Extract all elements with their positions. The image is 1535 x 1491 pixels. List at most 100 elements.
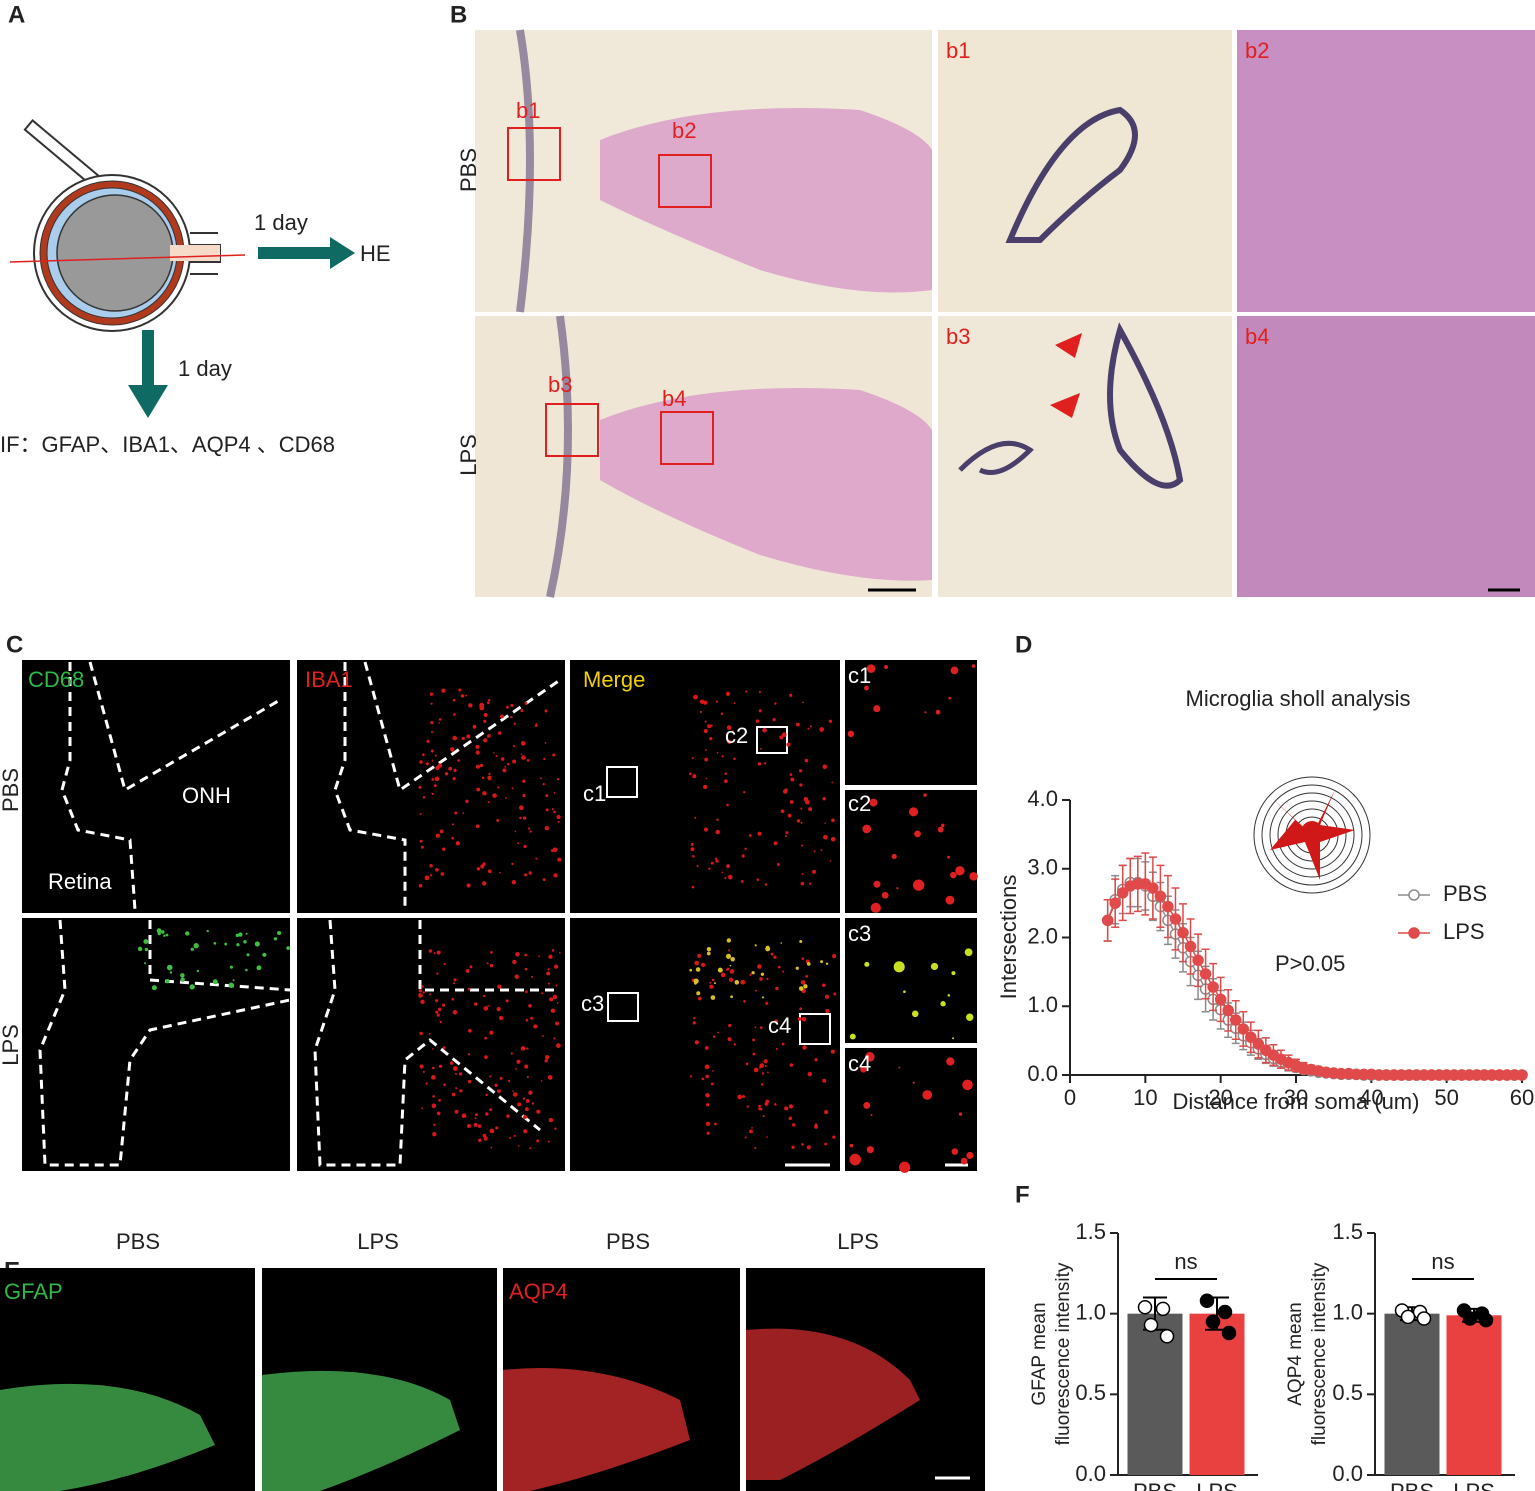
- speckle: [454, 1072, 457, 1075]
- speckle: [699, 710, 703, 714]
- point: [1101, 914, 1114, 927]
- speckle: [696, 865, 699, 868]
- speckle: [759, 1066, 761, 1069]
- speckle: [475, 750, 480, 755]
- speckle: [743, 999, 746, 1003]
- row-label: LPS: [0, 1024, 23, 1066]
- speckle: [429, 874, 433, 877]
- speckle: [935, 709, 941, 715]
- point: [1221, 1325, 1237, 1341]
- speckle: [726, 803, 729, 807]
- x-tick-label: 10: [1133, 1085, 1157, 1110]
- speckle: [724, 877, 727, 880]
- group-label: PBS: [606, 1229, 650, 1254]
- speckle: [436, 1013, 440, 1017]
- speckle: [751, 971, 755, 975]
- speckle: [515, 1068, 517, 1070]
- speckle: [555, 984, 558, 987]
- speckle: [870, 1114, 873, 1117]
- speckle: [193, 943, 199, 949]
- speckle: [466, 734, 471, 739]
- speckle: [705, 1093, 710, 1098]
- speckle: [438, 722, 440, 724]
- speckle: [734, 980, 740, 985]
- speckle: [937, 826, 944, 833]
- speckle: [712, 1070, 714, 1072]
- speckle: [923, 793, 927, 797]
- speckle: [704, 757, 709, 762]
- speckle: [864, 685, 869, 691]
- panel-label: C: [6, 631, 23, 658]
- speckle: [229, 965, 233, 969]
- speckle: [763, 762, 767, 765]
- speckle: [460, 694, 465, 698]
- speckle: [453, 978, 457, 982]
- speckle: [757, 762, 762, 766]
- speckle: [824, 994, 830, 999]
- speckle: [529, 830, 532, 833]
- speckle: [530, 1016, 534, 1020]
- point: [1169, 913, 1182, 925]
- speckle: [487, 776, 492, 781]
- speckle: [822, 797, 826, 801]
- speckle: [788, 1104, 794, 1109]
- speckle: [833, 992, 837, 996]
- speckle: [730, 957, 735, 962]
- speckle: [733, 702, 736, 705]
- point: [1177, 926, 1189, 939]
- speckle: [512, 1092, 518, 1097]
- speckle: [422, 753, 425, 757]
- speckle: [800, 807, 803, 810]
- speckle: [801, 957, 805, 960]
- speckle: [490, 950, 493, 954]
- speckle: [726, 864, 731, 868]
- y-tick-label: 1.5: [1332, 1219, 1363, 1244]
- speckle: [524, 873, 528, 877]
- speckle: [435, 1010, 439, 1014]
- speckle: [804, 758, 809, 763]
- box-label: b4: [662, 386, 686, 411]
- speckle: [705, 777, 708, 780]
- speckle: [536, 1109, 541, 1114]
- speckle: [947, 994, 951, 997]
- speckle: [893, 961, 905, 973]
- speckle: [805, 975, 809, 978]
- speckle: [474, 1117, 477, 1120]
- speckle: [730, 995, 733, 999]
- speckle: [754, 1026, 757, 1029]
- speckle: [700, 962, 706, 968]
- speckle: [955, 866, 965, 876]
- speckle: [789, 800, 794, 804]
- speckle: [461, 1113, 467, 1119]
- panel-label: F: [1015, 1181, 1030, 1208]
- speckle: [421, 985, 424, 988]
- speckle: [729, 964, 732, 967]
- speckle: [772, 718, 776, 722]
- speckle: [770, 952, 774, 956]
- speckle: [524, 967, 528, 971]
- speckle: [749, 1129, 753, 1134]
- speckle: [489, 1075, 492, 1078]
- speckle: [422, 991, 425, 994]
- speckle: [948, 696, 952, 700]
- point: [1207, 981, 1219, 993]
- speckle: [776, 863, 780, 866]
- speckle: [721, 755, 724, 758]
- speckle: [749, 973, 752, 976]
- speckle: [422, 1070, 425, 1073]
- point: [1143, 1317, 1159, 1333]
- x-tick-label: PBS: [1133, 1479, 1177, 1491]
- speckle: [540, 777, 542, 780]
- speckle: [185, 931, 190, 936]
- speckle: [757, 831, 762, 836]
- speckle: [691, 885, 695, 889]
- speckle: [504, 765, 507, 768]
- speckle: [489, 963, 494, 968]
- point: [1400, 1309, 1416, 1325]
- speckle: [529, 1147, 532, 1150]
- speckle: [151, 985, 157, 991]
- speckle: [869, 798, 878, 807]
- speckle: [486, 701, 490, 705]
- speckle: [732, 730, 734, 732]
- speckle: [488, 772, 491, 776]
